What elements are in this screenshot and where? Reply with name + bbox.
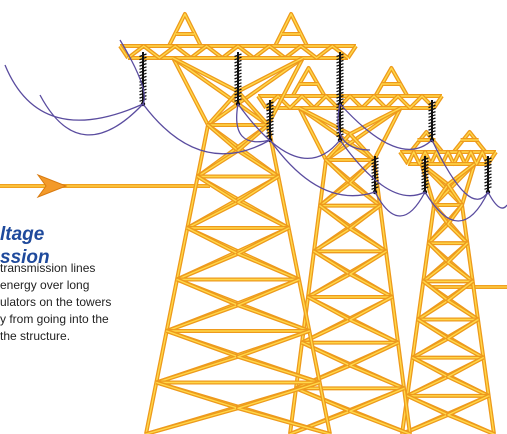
wire: [488, 192, 507, 208]
beam: [462, 164, 494, 434]
beam-core: [173, 58, 238, 125]
beam: [169, 14, 201, 46]
wire: [40, 95, 143, 135]
towers: [120, 14, 496, 434]
wire: [5, 65, 143, 120]
body-line: the structure.: [0, 329, 70, 343]
body-line: ulators on the towers: [0, 295, 111, 309]
beam: [350, 343, 404, 389]
tower: [258, 68, 442, 434]
beam-core: [169, 14, 201, 46]
body-line: energy over long: [0, 278, 89, 292]
heading-line: ltage: [0, 224, 45, 245]
beam: [350, 108, 401, 160]
beam-core: [350, 108, 401, 160]
beam: [275, 14, 307, 46]
beam: [146, 383, 238, 434]
body-line: transmission lines: [0, 261, 95, 275]
wire: [238, 104, 340, 158]
beam: [173, 58, 238, 125]
beam-core: [275, 14, 307, 46]
beam-core: [156, 331, 238, 383]
body-line: y from going into the: [0, 312, 109, 326]
tower: [400, 132, 496, 434]
beam-core: [146, 383, 238, 434]
beam-core: [350, 343, 404, 389]
illustration: ltage ssion transmission lines energy ov…: [0, 0, 507, 434]
beam: [156, 331, 238, 383]
